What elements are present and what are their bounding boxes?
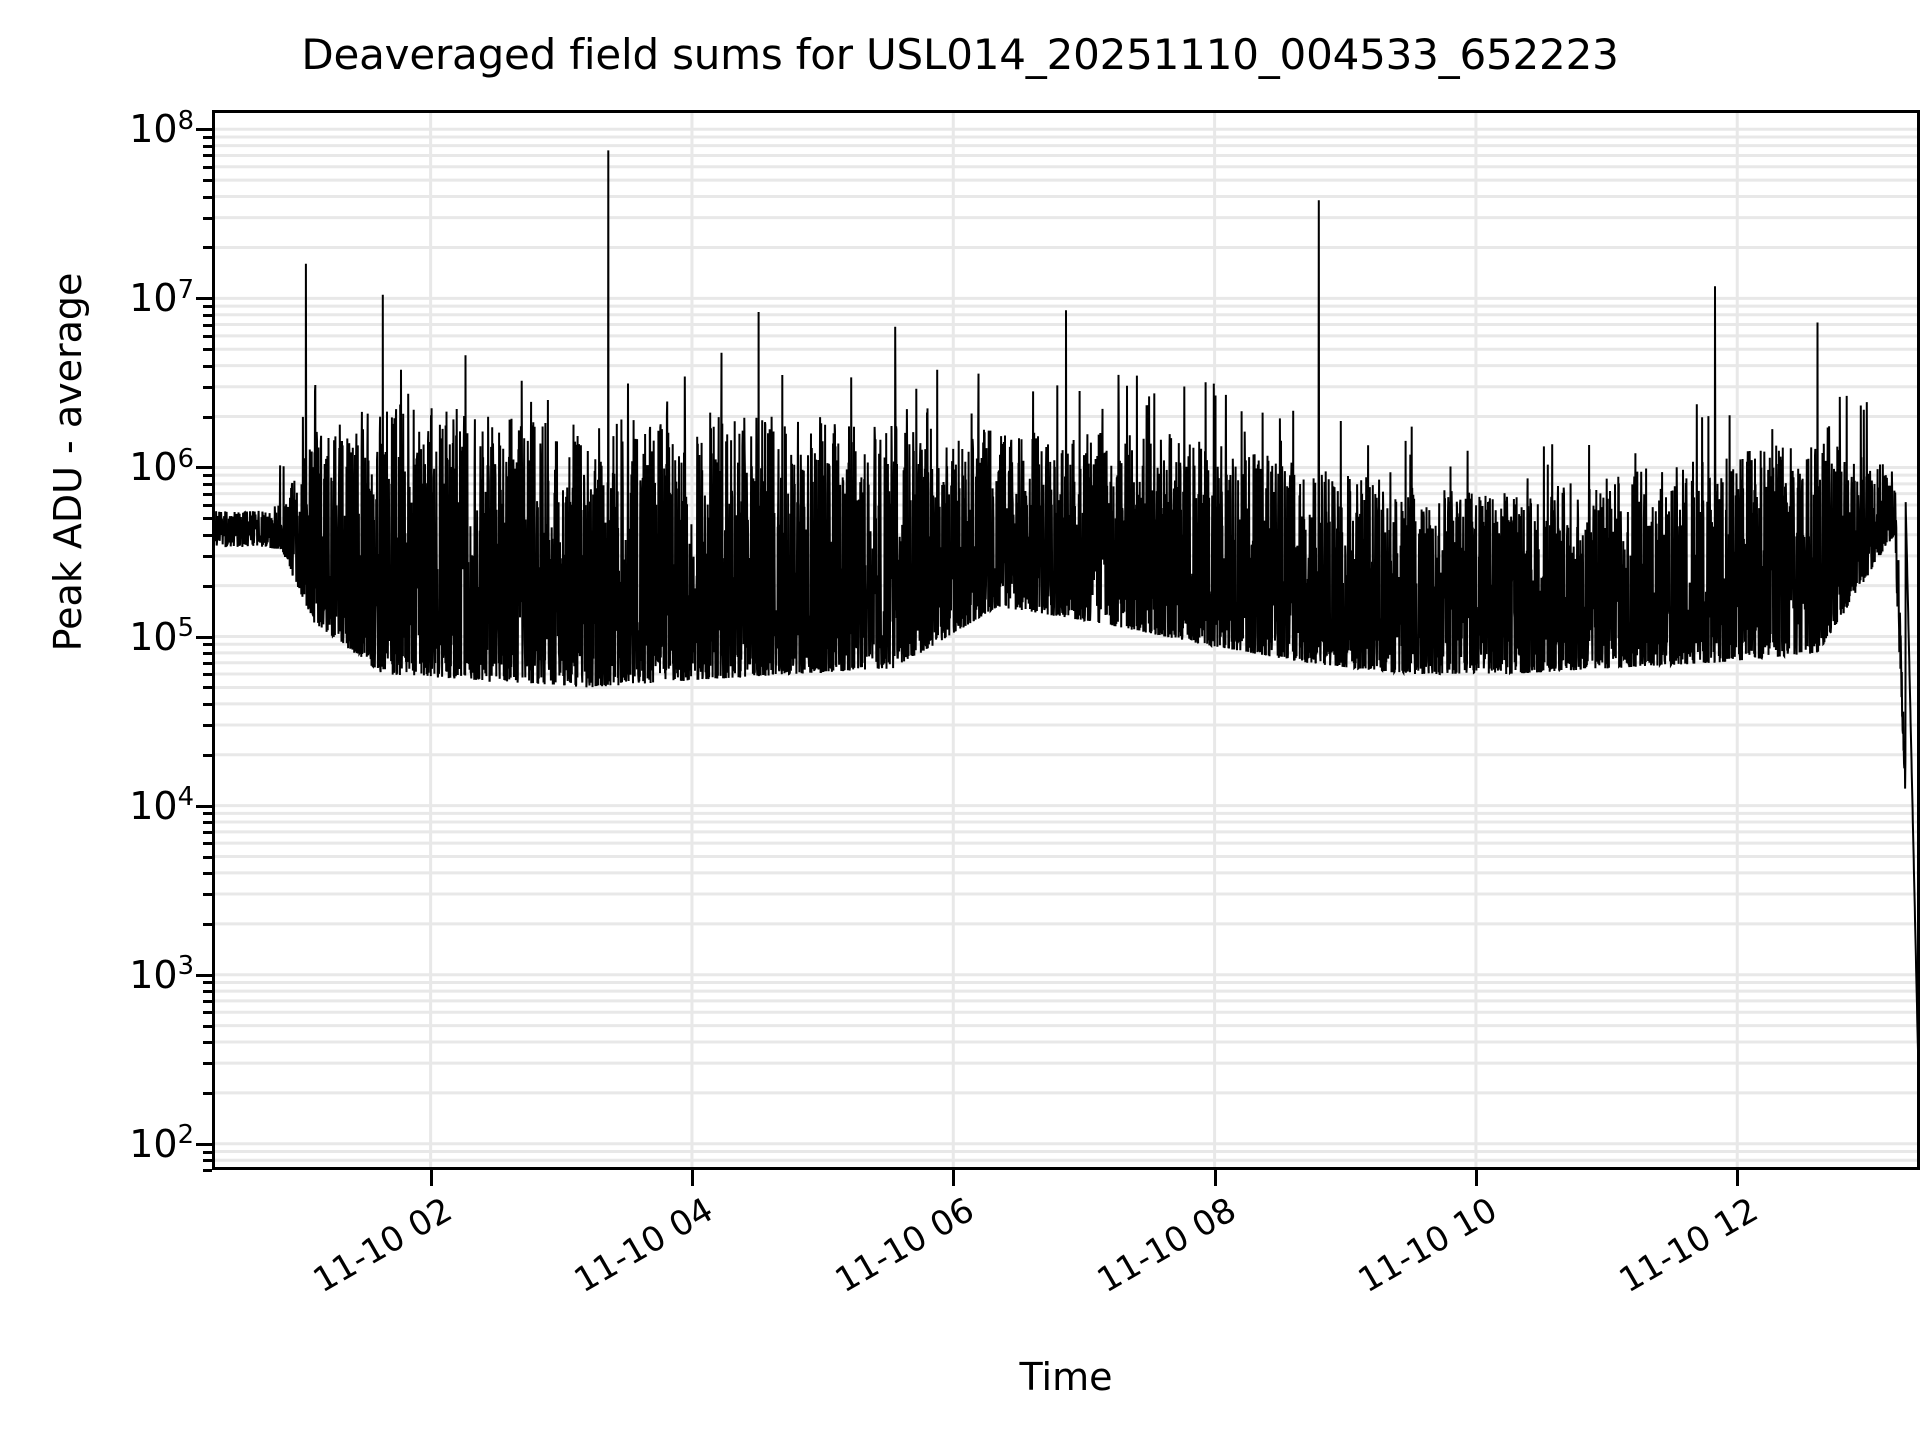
y-tick-mark-minor	[203, 517, 212, 521]
y-tick-label: 108	[129, 105, 194, 152]
y-tick-mark-minor	[203, 1011, 212, 1015]
y-tick-label: 102	[129, 1120, 194, 1166]
y-tick-mark-minor	[203, 871, 212, 875]
y-tick-mark-minor	[203, 216, 212, 220]
y-tick-mark-minor	[203, 981, 212, 985]
y-tick-mark-minor	[203, 651, 212, 655]
x-tick-label: 11-10 04	[567, 1190, 720, 1302]
y-tick-mark-minor	[203, 144, 212, 148]
y-tick-label: 104	[129, 782, 194, 828]
y-tick-mark-minor	[203, 334, 212, 338]
y-tick-mark-major	[196, 297, 212, 301]
y-tick-mark-minor	[203, 305, 212, 309]
series-path	[212, 150, 1920, 1141]
y-tick-mark-major	[196, 804, 212, 808]
x-tick-label: 11-10 06	[828, 1190, 982, 1302]
y-tick-mark-minor	[203, 348, 212, 352]
data-series-line	[212, 150, 1920, 1141]
x-tick-label: 11-10 10	[1351, 1190, 1504, 1302]
x-tick-mark	[1736, 1170, 1740, 1186]
y-tick-label: 107	[129, 274, 194, 321]
x-axis-label: Time	[1019, 1355, 1113, 1399]
y-tick-mark-minor	[203, 702, 212, 706]
y-tick-mark-minor	[203, 1169, 212, 1172]
y-tick-mark-minor	[203, 165, 212, 169]
y-tick-mark-minor	[203, 474, 212, 478]
y-tick-mark-minor	[203, 1150, 212, 1154]
y-tick-mark-minor	[203, 1024, 212, 1028]
y-tick-mark-minor	[203, 893, 212, 897]
y-tick-mark-minor	[203, 842, 212, 846]
y-tick-mark-minor	[203, 503, 212, 507]
y-tick-mark-minor	[203, 1091, 212, 1095]
y-tick-mark-minor	[203, 492, 212, 496]
y-tick-mark-major	[196, 1142, 212, 1146]
plot-area: 108 107 106 105 104 103 102 11-10 02 11-10 04 11…	[129, 108, 1920, 1301]
y-tick-mark-minor	[203, 821, 212, 824]
x-tick-mark	[952, 1170, 956, 1186]
y-tick-mark-minor	[203, 323, 212, 327]
y-tick-mark-minor	[203, 1062, 212, 1066]
y-tick-label: 106	[129, 444, 194, 490]
x-tick-label: 11-10 12	[1612, 1190, 1766, 1302]
y-tick-mark-minor	[203, 812, 212, 816]
y-tick-mark-major	[196, 973, 212, 977]
y-tick-label: 103	[129, 951, 194, 997]
x-tick-mark	[690, 1170, 694, 1186]
y-tick-mark-minor	[203, 246, 212, 250]
y-tick-mark-minor	[203, 643, 212, 647]
x-tick-mark	[1213, 1170, 1217, 1186]
y-tick-mark-minor	[203, 723, 212, 727]
x-tick-mark	[429, 1170, 433, 1186]
x-tick-label: 11-10 02	[306, 1190, 459, 1302]
y-tick-mark-minor	[203, 686, 212, 690]
y-tick-mark-minor	[203, 922, 212, 926]
y-tick-mark-minor	[203, 136, 212, 139]
y-tick-mark-minor	[203, 313, 212, 317]
y-tick-mark-minor	[203, 554, 212, 558]
y-tick-mark-major	[196, 466, 212, 470]
y-tick-mark-minor	[203, 990, 212, 994]
y-tick-mark-minor	[203, 415, 212, 419]
x-tick-mark	[1474, 1170, 1478, 1186]
y-tick-mark-minor	[203, 661, 212, 665]
y-tick-mark-minor	[203, 855, 212, 859]
y-tick-mark-minor	[203, 673, 212, 677]
y-tick-mark-minor	[203, 364, 212, 368]
y-tick-mark-minor	[203, 584, 212, 588]
y-tick-mark-minor	[203, 482, 212, 486]
y-tick-mark-minor	[203, 533, 212, 537]
y-tick-mark-minor	[203, 830, 212, 834]
y-tick-mark-major	[196, 635, 212, 639]
plot-canvas	[212, 110, 1920, 1170]
y-tick-mark-minor	[203, 1041, 212, 1044]
y-axis-label: Peak ADU - average	[46, 272, 90, 652]
axes-spine	[212, 110, 1920, 1170]
y-tick-mark-minor	[203, 753, 212, 757]
chart-title: Deaveraged field sums for USL014_2025111…	[301, 30, 1619, 79]
y-tick-mark-minor	[203, 179, 212, 183]
y-tick-mark-major	[196, 128, 212, 132]
y-tick-mark-minor	[203, 195, 212, 199]
y-tick-mark-minor	[203, 385, 212, 389]
x-tick-label: 11-10 08	[1090, 1190, 1243, 1302]
y-tick-mark-minor	[203, 154, 212, 158]
y-tick-mark-minor	[203, 1159, 212, 1163]
y-tick-label: 105	[129, 613, 194, 659]
y-tick-mark-minor	[203, 999, 212, 1003]
